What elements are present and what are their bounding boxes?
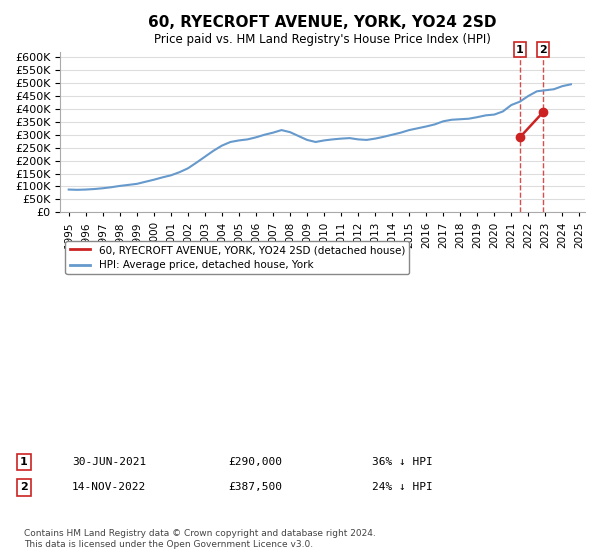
Text: Contains HM Land Registry data © Crown copyright and database right 2024.
This d: Contains HM Land Registry data © Crown c… [24,529,376,549]
Text: 24% ↓ HPI: 24% ↓ HPI [372,482,433,492]
Text: £290,000: £290,000 [228,457,282,467]
Text: 14-NOV-2022: 14-NOV-2022 [72,482,146,492]
Title: 60, RYECROFT AVENUE, YORK, YO24 2SD: 60, RYECROFT AVENUE, YORK, YO24 2SD [148,15,497,30]
Text: £387,500: £387,500 [228,482,282,492]
Legend: 60, RYECROFT AVENUE, YORK, YO24 2SD (detached house), HPI: Average price, detach: 60, RYECROFT AVENUE, YORK, YO24 2SD (det… [65,241,409,274]
Text: 2: 2 [539,45,547,54]
Text: 36% ↓ HPI: 36% ↓ HPI [372,457,433,467]
Text: 2: 2 [20,482,28,492]
Text: 30-JUN-2021: 30-JUN-2021 [72,457,146,467]
Text: 1: 1 [20,457,28,467]
Text: 1: 1 [516,45,524,54]
Text: Price paid vs. HM Land Registry's House Price Index (HPI): Price paid vs. HM Land Registry's House … [154,32,491,45]
